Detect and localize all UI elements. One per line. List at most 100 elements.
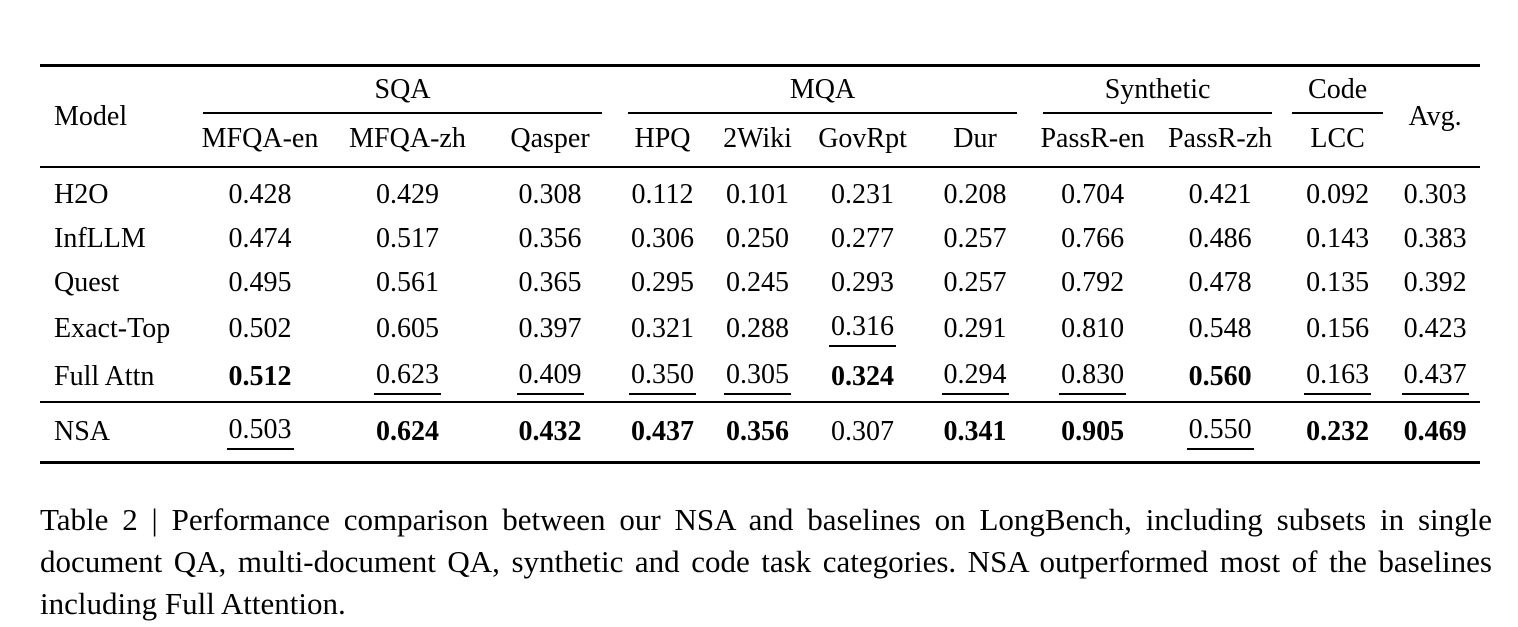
col-header-2wiki: 2Wiki — [710, 114, 806, 168]
metric-cell: 0.397 — [518, 313, 582, 344]
metric-cell: 0.257 — [943, 267, 1007, 298]
row-label: H2O — [54, 179, 109, 210]
col-header-passr-en: PassR-en — [1030, 114, 1156, 168]
col-header-passr-zh: PassR-zh — [1155, 114, 1286, 168]
metric-cell: 0.208 — [943, 179, 1007, 210]
metric-cell: 0.486 — [1188, 223, 1252, 254]
metric-cell: 0.421 — [1188, 179, 1252, 210]
col-header-qasper: Qasper — [485, 114, 616, 168]
metric-cell: 0.321 — [631, 313, 695, 344]
metric-cell: 0.341 — [920, 401, 1031, 463]
metric-cell: 0.792 — [1061, 267, 1125, 298]
col-group-code-label: Code — [1308, 74, 1368, 105]
metric-cell: 0.383 — [1403, 223, 1467, 254]
metric-cell: 0.101 — [726, 179, 790, 210]
metric-cell: 0.291 — [943, 313, 1007, 344]
metric-cell: 0.293 — [831, 267, 895, 298]
metric-cell: 0.231 — [831, 179, 895, 210]
sub-header-row: MFQA-en MFQA-zh Qasper HPQ 2Wiki GovRpt … — [40, 114, 1480, 168]
metric-cell: 0.502 — [228, 313, 292, 344]
metric-cell: 0.277 — [831, 223, 895, 254]
row-label: NSA — [40, 401, 190, 463]
col-header-govrpt: GovRpt — [805, 114, 921, 168]
metric-cell: 0.112 — [631, 179, 694, 210]
col-group-sqa-rule: SQA — [203, 74, 603, 114]
metric-cell: 0.495 — [228, 267, 292, 298]
metric-cell: 0.437 — [1390, 353, 1480, 402]
metric-cell: 0.245 — [726, 267, 790, 298]
metric-cell: 0.429 — [376, 179, 439, 210]
col-group-mqa-rule: MQA — [628, 74, 1018, 114]
col-group-synthetic-label: Synthetic — [1104, 74, 1211, 105]
row-h2o: H2O 0.428 0.429 0.308 0.112 0.101 0.231 … — [40, 167, 1480, 217]
metric-cell: 0.350 — [615, 353, 710, 402]
metric-cell: 0.365 — [518, 267, 582, 298]
metric-cell: 0.409 — [485, 353, 615, 402]
metric-cell: 0.250 — [726, 223, 790, 254]
col-header-lcc: LCC — [1285, 114, 1391, 168]
metric-cell: 0.437 — [615, 401, 711, 463]
metric-cell: 0.512 — [228, 361, 292, 392]
metric-cell: 0.517 — [376, 223, 439, 254]
row-infllm: InfLLM 0.474 0.517 0.356 0.306 0.250 0.2… — [40, 217, 1480, 261]
metric-cell: 0.356 — [710, 401, 806, 463]
row-label: InfLLM — [54, 223, 146, 254]
row-exact-top: Exact-Top 0.502 0.605 0.397 0.321 0.288 … — [40, 305, 1480, 353]
col-group-synthetic-rule: Synthetic — [1043, 74, 1273, 114]
metric-cell: 0.294 — [920, 353, 1030, 402]
metric-cell: 0.605 — [376, 313, 439, 344]
metric-cell: 0.428 — [228, 179, 292, 210]
metric-cell: 0.478 — [1188, 267, 1252, 298]
metric-cell: 0.392 — [1403, 267, 1467, 298]
metric-cell: 0.560 — [1188, 361, 1252, 392]
col-group-sqa-label: SQA — [374, 74, 431, 105]
col-group-code-rule: Code — [1292, 74, 1384, 114]
metric-cell: 0.288 — [726, 313, 790, 344]
metric-cell: 0.623 — [330, 353, 485, 402]
metric-cell: 0.156 — [1306, 313, 1370, 344]
metric-cell: 0.830 — [1030, 353, 1155, 402]
metric-cell: 0.503 — [190, 401, 330, 463]
metric-cell: 0.324 — [831, 361, 895, 392]
metric-cell: 0.548 — [1188, 313, 1252, 344]
metric-cell: 0.307 — [805, 401, 921, 463]
metric-cell: 0.356 — [518, 223, 582, 254]
col-group-code: Code — [1285, 66, 1390, 114]
metric-cell: 0.143 — [1306, 223, 1370, 254]
metric-cell: 0.092 — [1306, 179, 1370, 210]
col-header-hpq: HPQ — [615, 114, 711, 168]
metric-cell: 0.474 — [228, 223, 292, 254]
metric-cell: 0.432 — [485, 401, 616, 463]
metric-cell: 0.295 — [631, 267, 695, 298]
row-label: Exact-Top — [54, 313, 171, 344]
col-group-mqa: MQA — [615, 66, 1030, 114]
table-caption: Table 2 | Performance comparison between… — [40, 502, 1492, 621]
metric-cell: 0.305 — [710, 353, 805, 402]
metric-cell: 0.810 — [1061, 313, 1125, 344]
metric-cell: 0.135 — [1306, 267, 1370, 298]
results-table: Model SQA MQA Synthetic Code Avg. MFQA-e… — [40, 64, 1481, 464]
row-label: Full Attn — [54, 361, 155, 392]
row-nsa: NSA 0.503 0.624 0.432 0.437 0.356 0.307 … — [40, 401, 1481, 463]
metric-cell: 0.306 — [631, 223, 695, 254]
metric-cell: 0.163 — [1285, 353, 1390, 402]
metric-cell: 0.624 — [330, 401, 485, 463]
col-group-sqa: SQA — [190, 66, 615, 114]
metric-cell: 0.561 — [376, 267, 439, 298]
metric-cell: 0.303 — [1403, 179, 1467, 210]
row-full-attn: Full Attn 0.512 0.623 0.409 0.350 0.305 … — [40, 353, 1480, 402]
metric-cell: 0.905 — [1030, 401, 1156, 463]
col-header-dur: Dur — [920, 114, 1031, 168]
col-header-mfqa-zh: MFQA-zh — [330, 114, 485, 168]
group-header-row: Model SQA MQA Synthetic Code Avg. — [40, 65, 1481, 168]
col-header-model: Model — [40, 65, 190, 168]
metric-cell: 0.423 — [1403, 313, 1467, 344]
metric-cell: 0.469 — [1390, 401, 1481, 463]
col-header-avg: Avg. — [1390, 65, 1481, 168]
col-group-mqa-label: MQA — [789, 74, 856, 105]
col-group-synthetic: Synthetic — [1030, 66, 1285, 114]
metric-cell: 0.550 — [1155, 401, 1286, 463]
metric-cell: 0.308 — [518, 179, 582, 210]
metric-cell: 0.766 — [1061, 223, 1125, 254]
